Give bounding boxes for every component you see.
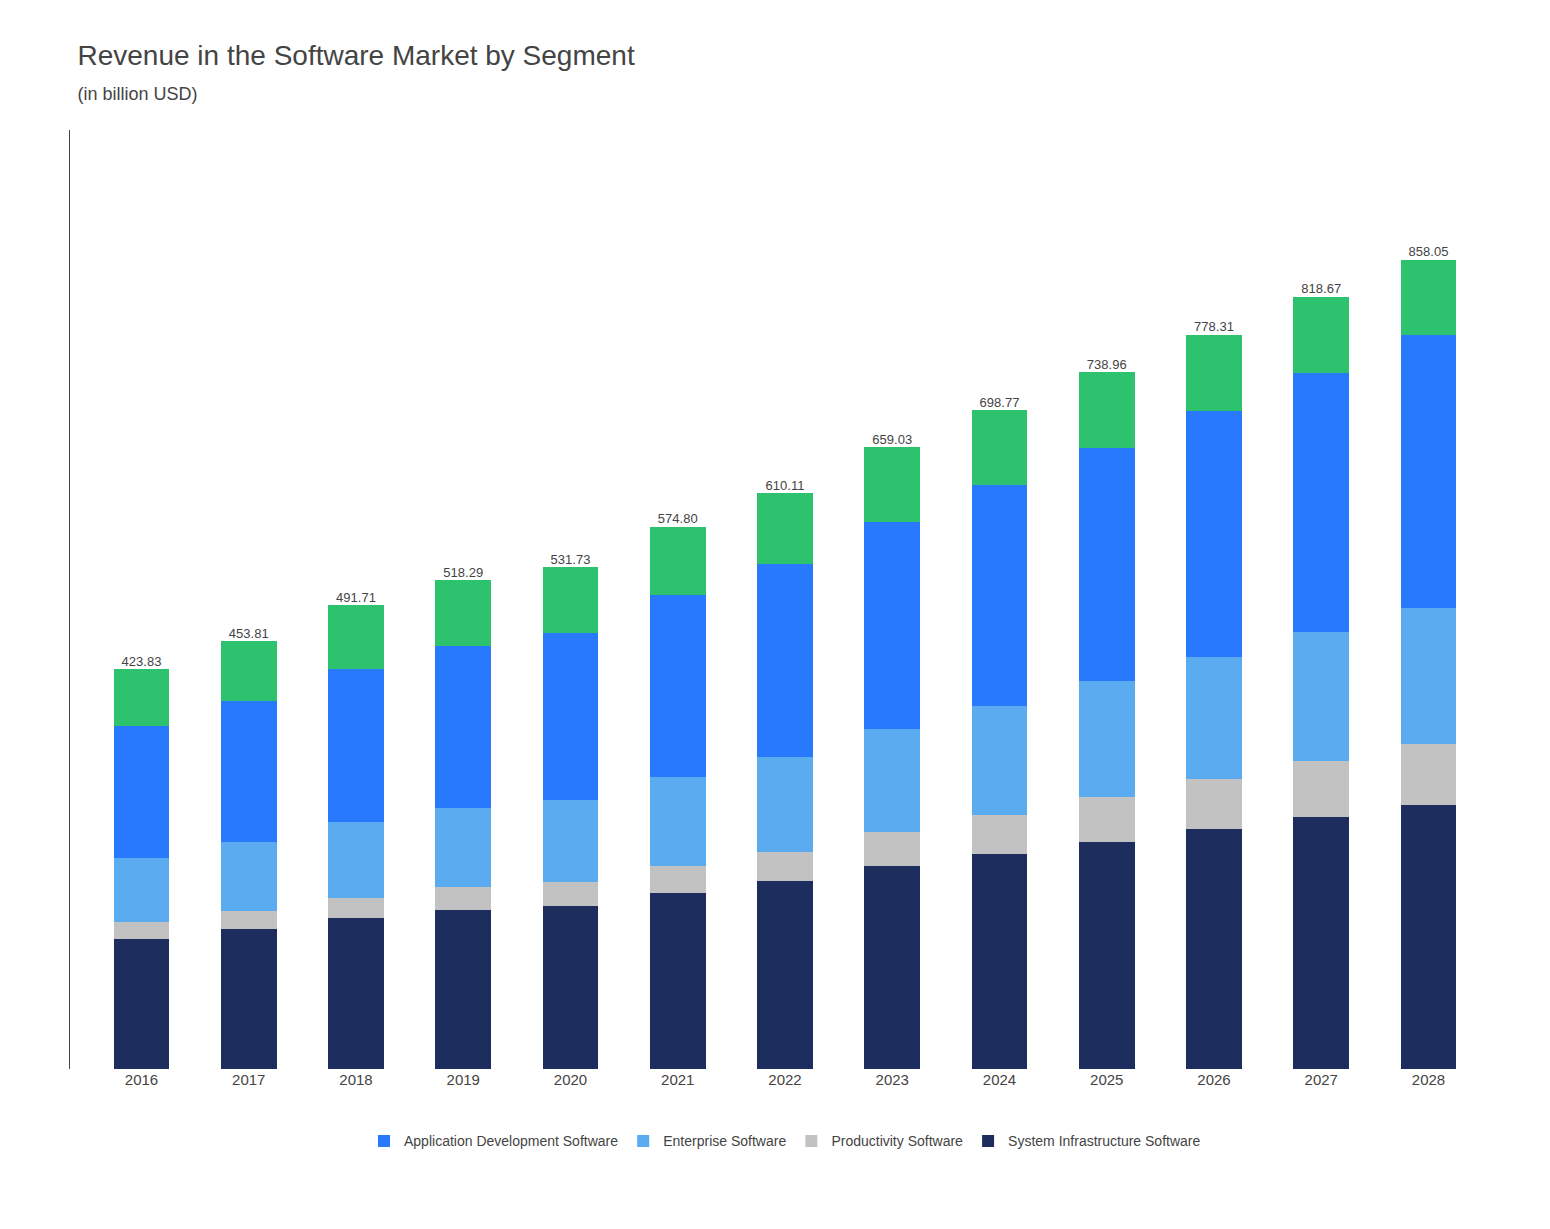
svg-text:Productivity Software: Productivity Software: [831, 1133, 963, 1149]
svg-text:2027: 2027: [1305, 1071, 1338, 1088]
svg-text:2016: 2016: [125, 1071, 158, 1088]
svg-text:2028: 2028: [1412, 1071, 1445, 1088]
svg-text:2021: 2021: [661, 1071, 694, 1088]
svg-text:610.11: 610.11: [766, 478, 805, 493]
svg-text:818.67: 818.67: [1301, 281, 1341, 296]
svg-text:2025: 2025: [1090, 1071, 1123, 1088]
svg-text:518.29: 518.29: [443, 565, 483, 580]
svg-text:778.31: 778.31: [1194, 319, 1234, 334]
svg-text:698.77: 698.77: [980, 395, 1020, 410]
svg-text:858.05: 858.05: [1409, 244, 1449, 259]
svg-text:Application Development Softwa: Application Development Software: [404, 1133, 618, 1149]
svg-text:2026: 2026: [1197, 1071, 1230, 1088]
svg-text:531.73: 531.73: [551, 552, 591, 567]
svg-text:2018: 2018: [339, 1071, 372, 1088]
svg-text:738.96: 738.96: [1087, 357, 1127, 372]
svg-text:Revenue in the Software Market: Revenue in the Software Market by Segmen…: [78, 40, 635, 71]
svg-text:System Infrastructure Software: System Infrastructure Software: [1008, 1133, 1200, 1149]
svg-text:574.80: 574.80: [658, 511, 698, 526]
svg-text:659.03: 659.03: [872, 432, 912, 447]
svg-text:2019: 2019: [447, 1071, 480, 1088]
svg-text:(in billion USD): (in billion USD): [78, 84, 198, 104]
svg-text:491.71: 491.71: [336, 590, 376, 605]
svg-text:453.81: 453.81: [229, 626, 269, 641]
svg-text:2017: 2017: [232, 1071, 265, 1088]
svg-text:Enterprise Software: Enterprise Software: [663, 1133, 786, 1149]
svg-text:2023: 2023: [876, 1071, 909, 1088]
svg-text:2020: 2020: [554, 1071, 587, 1088]
svg-text:2022: 2022: [768, 1071, 801, 1088]
svg-text:423.83: 423.83: [122, 654, 162, 669]
svg-text:2024: 2024: [983, 1071, 1016, 1088]
